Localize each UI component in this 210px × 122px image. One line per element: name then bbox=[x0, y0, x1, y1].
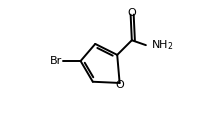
Text: Br: Br bbox=[50, 56, 62, 66]
Text: O: O bbox=[128, 8, 136, 18]
Text: NH$_2$: NH$_2$ bbox=[151, 38, 173, 52]
Text: O: O bbox=[116, 80, 125, 90]
